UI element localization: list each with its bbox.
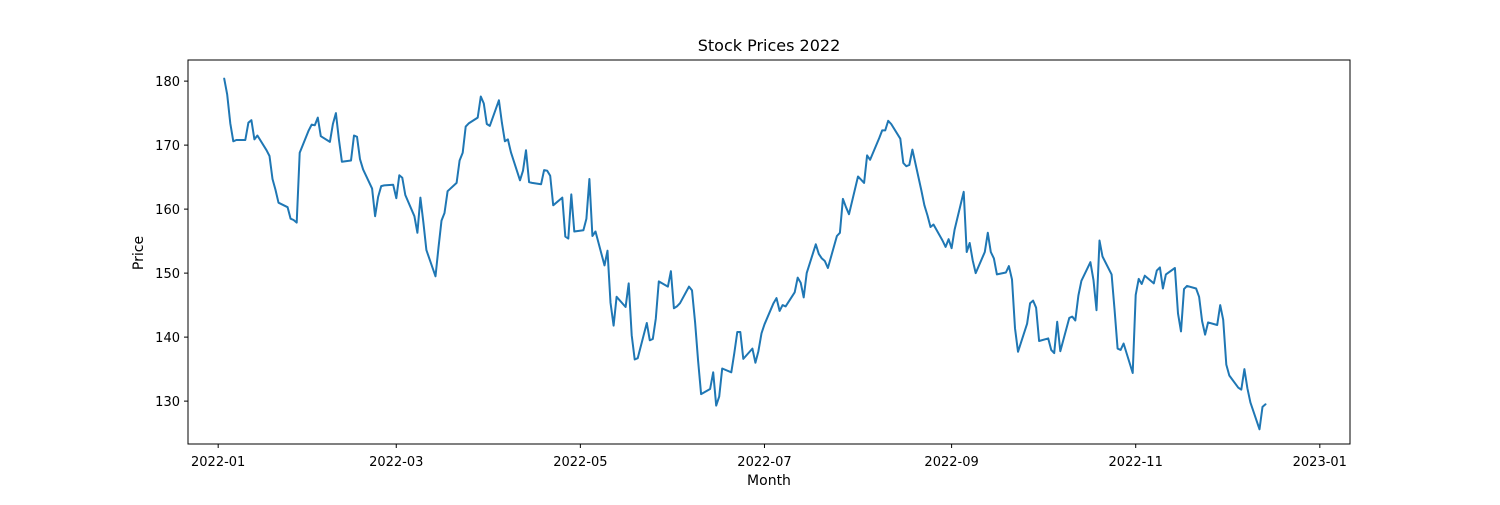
- y-axis-label: Price: [131, 236, 147, 270]
- x-tick-label: 2022-11: [1109, 455, 1163, 470]
- x-tick-label: 2023-01: [1293, 455, 1347, 470]
- x-tick-label: 2022-03: [369, 455, 423, 470]
- y-tick-label: 160: [155, 203, 180, 218]
- plot-area: [187, 59, 1351, 445]
- y-tick-label: 180: [155, 75, 180, 90]
- y-tick-label: 170: [155, 139, 180, 154]
- series-layer: [223, 77, 1267, 431]
- x-axis-label: Month: [747, 473, 791, 489]
- x-tick-label: 2022-05: [553, 455, 607, 470]
- x-tick-label: 2022-01: [191, 455, 245, 470]
- y-axis: 130 140 150 160 170 180: [155, 75, 188, 410]
- x-axis: 2022-01 2022-03 2022-05 2022-07 2022-09 2022-…: [191, 444, 1347, 470]
- chart-title: Stock Prices 2022: [698, 36, 841, 55]
- price-series-line: [223, 77, 1267, 431]
- x-tick-label: 2022-09: [924, 455, 978, 470]
- x-tick-label: 2022-07: [737, 455, 791, 470]
- y-tick-label: 130: [155, 395, 180, 410]
- y-tick-label: 140: [155, 331, 180, 346]
- y-tick-label: 150: [155, 267, 180, 282]
